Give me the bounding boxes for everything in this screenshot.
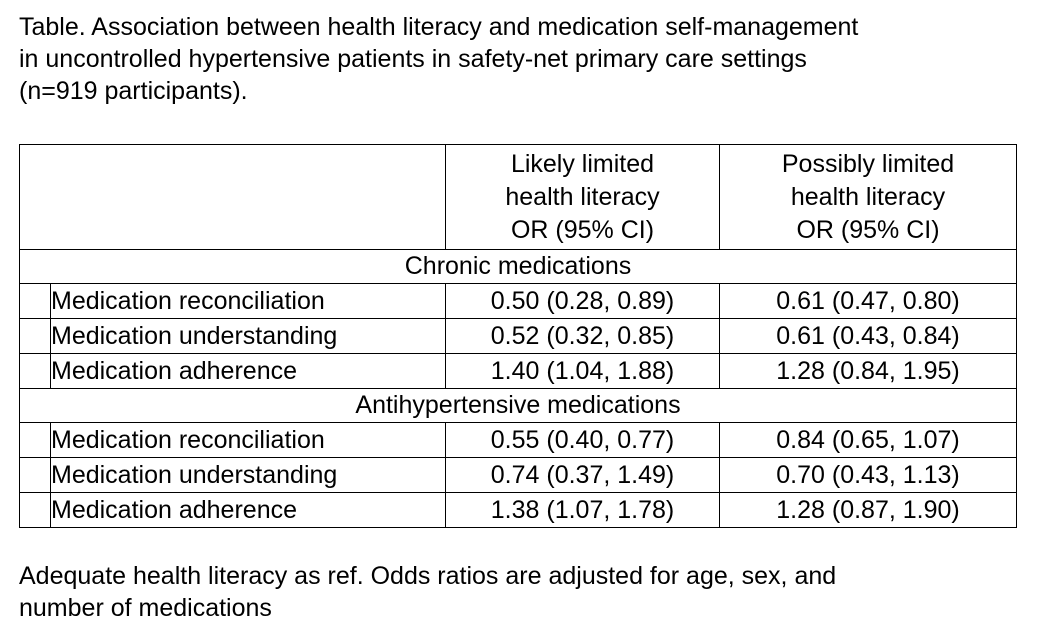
section-row-antihypertensive: Antihypertensive medications [19, 388, 1017, 423]
section-title: Antihypertensive medications [19, 388, 1017, 423]
header-text: OR (95% CI) [510, 215, 655, 244]
indent-cell [19, 318, 51, 354]
caption-line: Table. Association between health litera… [19, 13, 859, 41]
likely-value: 0.74 (0.37, 1.49) [445, 457, 720, 493]
footnote-line: Adequate health literacy as ref. Odds ra… [19, 562, 837, 590]
likely-value: 1.38 (1.07, 1.78) [445, 492, 720, 528]
possibly-value: 1.28 (0.84, 1.95) [719, 353, 1017, 389]
header-text: Possibly limited [781, 149, 955, 178]
header-text: OR (95% CI) [796, 215, 940, 244]
row-label: Medication adherence [50, 353, 446, 389]
caption-line: in uncontrolled hypertensive patients in… [19, 45, 807, 73]
indent-cell [19, 283, 51, 319]
caption-line: (n=919 participants). [19, 77, 248, 105]
indent-cell [19, 353, 51, 389]
header-row: Likely limited health literacy OR (95% C… [19, 144, 1017, 250]
table-row: Medication understanding 0.74 (0.37, 1.4… [19, 457, 1017, 493]
possibly-value: 1.28 (0.87, 1.90) [719, 492, 1017, 528]
section-title: Chronic medications [19, 249, 1017, 284]
row-label: Medication adherence [50, 492, 446, 528]
row-label: Medication reconciliation [50, 422, 446, 458]
likely-value: 1.40 (1.04, 1.88) [445, 353, 720, 389]
table-row: Medication reconciliation 0.50 (0.28, 0.… [19, 283, 1017, 319]
possibly-value: 0.70 (0.43, 1.13) [719, 457, 1017, 493]
table-row: Medication understanding 0.52 (0.32, 0.8… [19, 318, 1017, 354]
header-text: health literacy [790, 182, 946, 211]
header-corner-cell [19, 144, 446, 250]
possibly-value: 0.61 (0.47, 0.80) [719, 283, 1017, 319]
row-label: Medication understanding [50, 457, 446, 493]
likely-value: 0.55 (0.40, 0.77) [445, 422, 720, 458]
indent-cell [19, 422, 51, 458]
table-footnote: Adequate health literacy as ref. Odds ra… [19, 560, 1019, 624]
possibly-value: 0.84 (0.65, 1.07) [719, 422, 1017, 458]
header-text: health literacy [505, 182, 660, 211]
indent-cell [19, 457, 51, 493]
row-label: Medication reconciliation [50, 283, 446, 319]
header-text: Likely limited [510, 149, 655, 178]
possibly-value: 0.61 (0.43, 0.84) [719, 318, 1017, 354]
indent-cell [19, 492, 51, 528]
likely-value: 0.50 (0.28, 0.89) [445, 283, 720, 319]
header-possibly-limited: Possibly limited health literacy OR (95%… [719, 144, 1017, 250]
header-likely-limited: Likely limited health literacy OR (95% C… [445, 144, 720, 250]
footnote-line: number of medications [19, 594, 272, 622]
results-table: Likely limited health literacy OR (95% C… [19, 144, 1017, 528]
likely-value: 0.52 (0.32, 0.85) [445, 318, 720, 354]
table-row: Medication adherence 1.40 (1.04, 1.88) 1… [19, 353, 1017, 389]
row-label: Medication understanding [50, 318, 446, 354]
table-row: Medication adherence 1.38 (1.07, 1.78) 1… [19, 492, 1017, 528]
table-row: Medication reconciliation 0.55 (0.40, 0.… [19, 422, 1017, 458]
table-caption: Table. Association between health litera… [19, 11, 1019, 107]
section-row-chronic: Chronic medications [19, 249, 1017, 284]
